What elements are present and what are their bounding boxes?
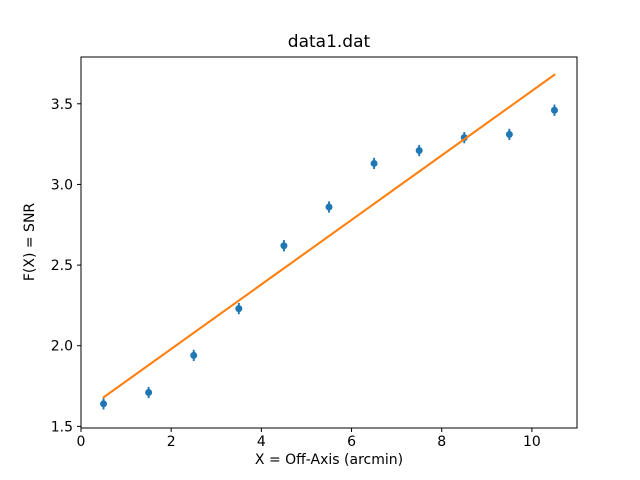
data-point bbox=[550, 106, 558, 114]
data-point bbox=[370, 159, 378, 167]
x-tick-label: 2 bbox=[167, 434, 176, 450]
data-point bbox=[415, 147, 423, 155]
data-point bbox=[505, 130, 513, 138]
y-tick-label: 3.5 bbox=[51, 97, 73, 113]
x-tick-label: 10 bbox=[523, 434, 541, 450]
x-tick-label: 4 bbox=[257, 434, 266, 450]
plot-border bbox=[80, 56, 578, 429]
y-tick-label: 2.5 bbox=[51, 258, 73, 274]
y-tick-label: 1.5 bbox=[51, 419, 73, 435]
plot-area: 0 2 4 6 8 10 1.5 2.0 2.5 3.0 3.5 bbox=[51, 56, 578, 450]
x-tick-label: 8 bbox=[437, 434, 446, 450]
x-axis-label: X = Off-Axis (arcmin) bbox=[255, 452, 403, 468]
chart-title: data1.dat bbox=[288, 32, 371, 52]
data-point bbox=[190, 351, 198, 359]
x-tick-label: 0 bbox=[77, 434, 86, 450]
data-point bbox=[145, 389, 153, 397]
data-point bbox=[280, 242, 288, 250]
y-tick-label: 3.0 bbox=[51, 177, 73, 193]
data-point bbox=[235, 305, 243, 313]
y-tick-label: 2.0 bbox=[51, 339, 73, 355]
data-point bbox=[100, 400, 108, 408]
data-point bbox=[325, 203, 333, 211]
fit-line bbox=[102, 73, 556, 399]
y-axis-label: F(X) = SNR bbox=[22, 203, 38, 282]
x-tick-label: 6 bbox=[347, 434, 356, 450]
